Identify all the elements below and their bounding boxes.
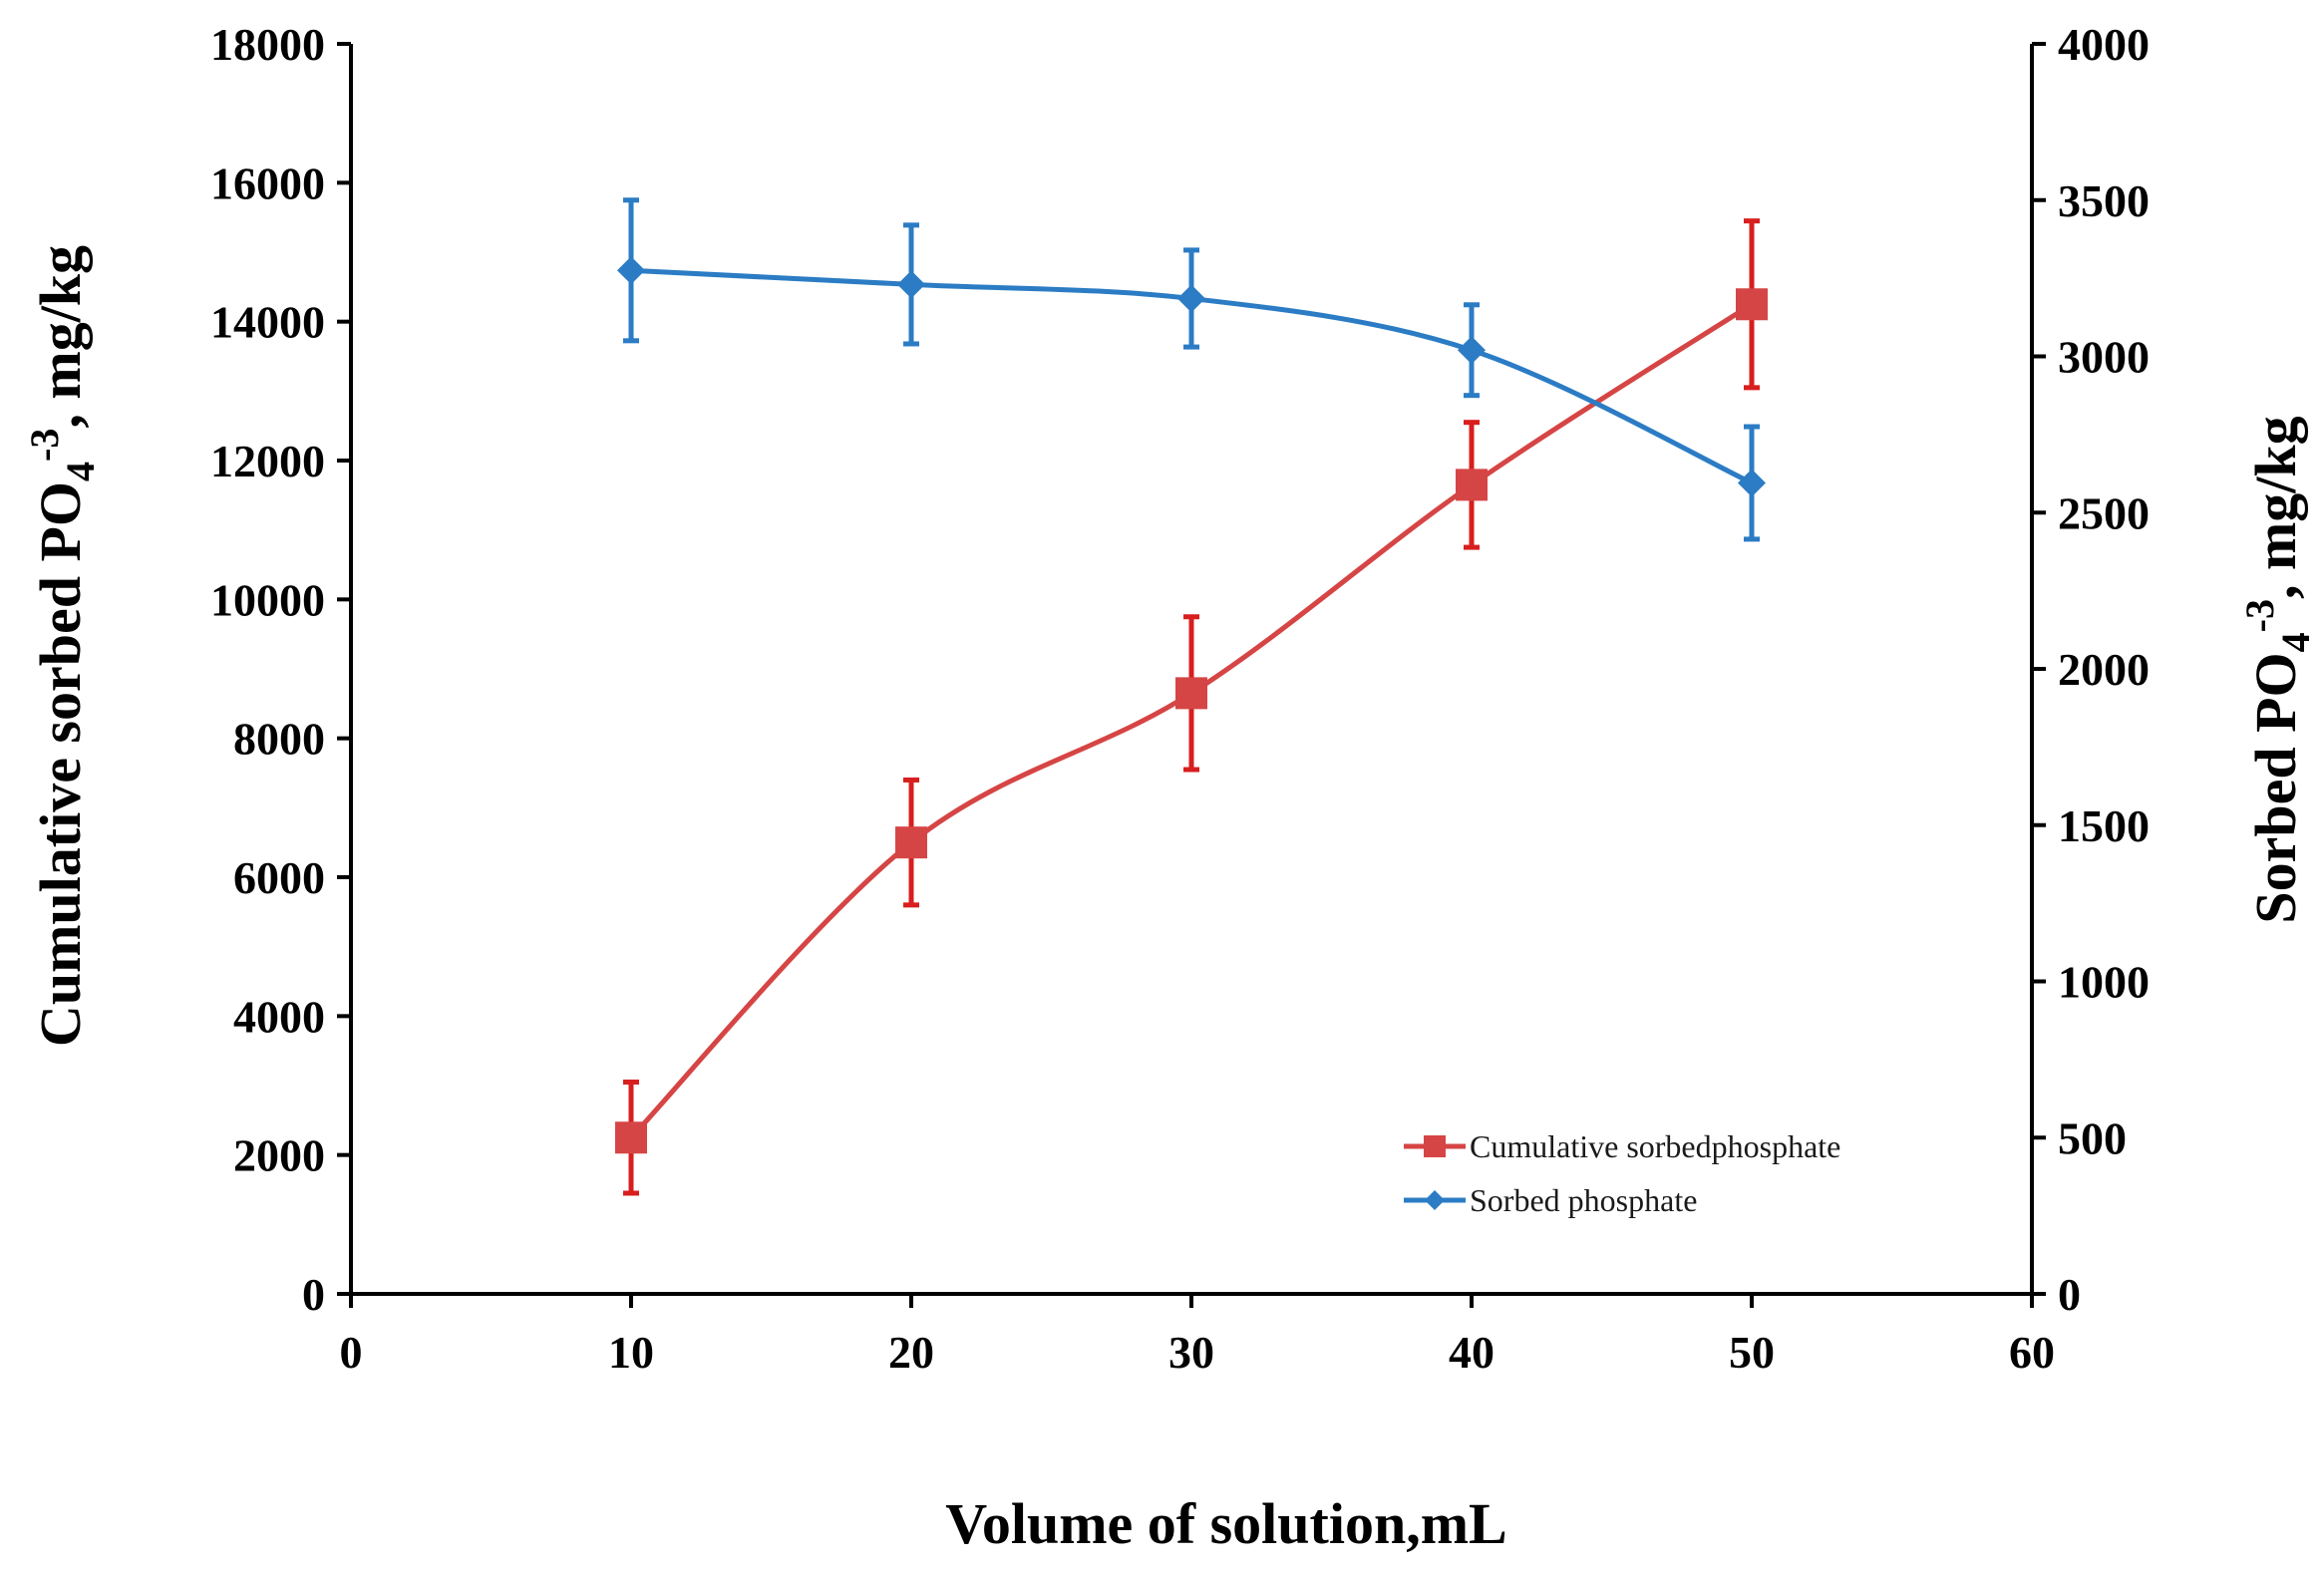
- axes: 0 10 20 30 40 50 60020004000600080001000012000…: [210, 19, 2150, 1378]
- data-point: [615, 1121, 647, 1154]
- data-point: [1736, 288, 1768, 321]
- y-right-tick-label: 3000: [2058, 332, 2150, 383]
- y-left-tick-label: 12000: [210, 436, 325, 486]
- y-axis-title-right: Sorbed PO4-3, mg/kg: [2237, 416, 2318, 923]
- y-right-tick-label: 1000: [2058, 957, 2150, 1008]
- y-left-tick-label: 18000: [210, 19, 325, 70]
- data-point: [1175, 677, 1207, 710]
- y-right-title-prefix: Sorbed: [2243, 733, 2308, 924]
- data-point: [1738, 469, 1766, 497]
- y-right-tick-label: 2500: [2058, 487, 2150, 538]
- y-right-tick-label: 3500: [2058, 175, 2150, 226]
- data-point: [1458, 336, 1486, 365]
- y-right-title-sub: 4: [2273, 632, 2318, 652]
- y-left-tick-label: 6000: [233, 852, 325, 903]
- legend: Cumulative sorbedphosphate Sorbed phospha…: [1404, 1128, 1840, 1218]
- y-left-title-sub: 4: [58, 462, 103, 481]
- y-left-tick-label: 10000: [210, 574, 325, 625]
- data-point: [617, 256, 645, 285]
- x-tick-label: 30: [1168, 1327, 1214, 1378]
- x-axis-title: Volume of solution,mL: [945, 1491, 1506, 1556]
- y-right-title-sup: -3: [2237, 599, 2282, 632]
- x-tick-label: 60: [2009, 1327, 2055, 1378]
- y-right-tick-label: 4000: [2058, 19, 2150, 70]
- legend-label: Sorbed phosphate: [1470, 1182, 1697, 1218]
- y-left-title-prefix: Cumulative sorbed: [28, 561, 93, 1047]
- y-right-tick-label: 0: [2058, 1269, 2081, 1320]
- data-point: [1177, 284, 1205, 313]
- legend-marker: [1425, 1190, 1445, 1210]
- y-right-tick-label: 1500: [2058, 800, 2150, 851]
- y-axis-title-left: Cumulative sorbed PO4-3, mg/kg: [22, 245, 103, 1047]
- legend-label: Cumulative sorbedphosphate: [1470, 1128, 1840, 1164]
- y-right-title-base: PO: [2243, 652, 2308, 733]
- y-left-tick-label: 2000: [233, 1130, 325, 1181]
- y-left-tick-label: 16000: [210, 158, 325, 208]
- x-tick-label: 40: [1449, 1327, 1494, 1378]
- y-right-tick-label: 500: [2058, 1112, 2127, 1163]
- series-sorbed: [617, 197, 1766, 542]
- y-left-title-sup: -3: [22, 429, 67, 462]
- y-left-title-unit: , mg/kg: [28, 245, 93, 429]
- data-point: [895, 826, 927, 859]
- legend-marker: [1424, 1135, 1446, 1157]
- series-layer: [615, 197, 1768, 1196]
- data-point: [1456, 469, 1488, 501]
- y-left-title-base: PO: [28, 481, 93, 562]
- y-left-tick-label: 4000: [233, 991, 325, 1042]
- y-left-tick-label: 0: [302, 1269, 325, 1320]
- x-tick-label: 50: [1729, 1327, 1775, 1378]
- series-cumulative: [615, 218, 1768, 1196]
- x-tick-label: 10: [608, 1327, 654, 1378]
- data-point: [897, 270, 925, 299]
- y-right-title-unit: , mg/kg: [2243, 416, 2308, 599]
- y-right-tick-label: 2000: [2058, 644, 2150, 695]
- y-left-tick-label: 8000: [233, 714, 325, 765]
- x-tick-label: 20: [888, 1327, 934, 1378]
- x-tick-label: 0: [340, 1327, 363, 1378]
- y-left-tick-label: 14000: [210, 297, 325, 348]
